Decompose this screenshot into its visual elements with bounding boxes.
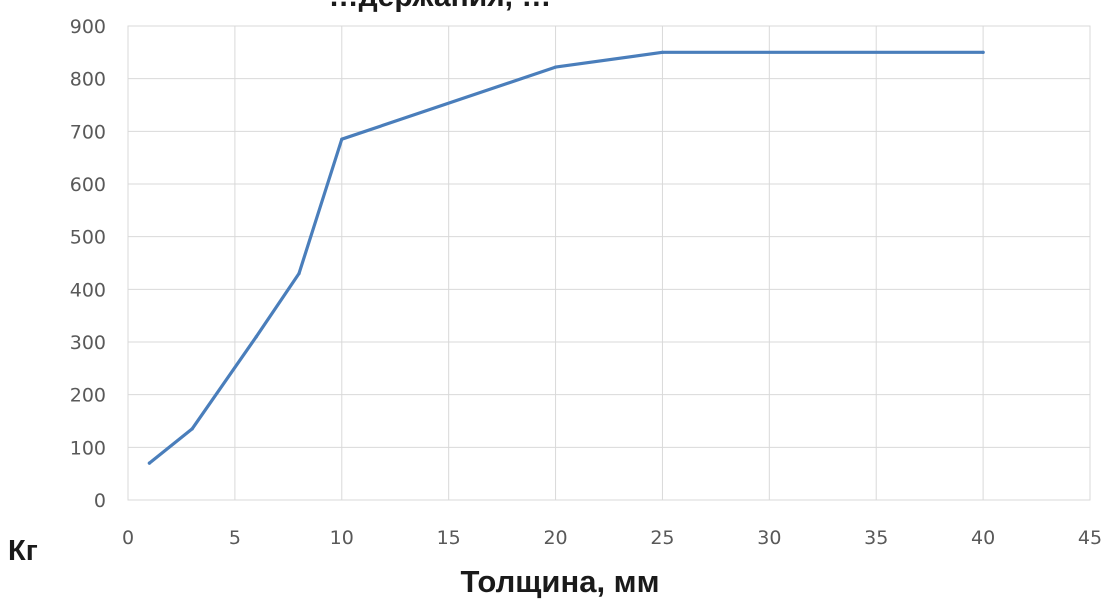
- x-tick-label: 10: [330, 527, 354, 549]
- y-tick-label: 900: [70, 16, 106, 38]
- x-tick-label: 45: [1078, 527, 1102, 549]
- y-axis-tick-labels: 0 100 200 300 400 500 600 700 800 900: [70, 16, 106, 512]
- chart-title: …держания, …: [329, 0, 552, 13]
- data-point: [660, 50, 665, 54]
- y-tick-label: 100: [70, 437, 106, 459]
- y-tick-label: 200: [70, 385, 106, 407]
- data-point: [553, 65, 558, 69]
- vertical-gridlines: [234, 26, 984, 500]
- data-point: [190, 427, 194, 431]
- x-tick-label: 5: [229, 527, 241, 549]
- x-axis-tick-labels: 0 5 10 15 20 25 30 35 40 45: [122, 527, 1102, 549]
- data-point: [340, 137, 344, 141]
- y-axis-label: Кг: [8, 535, 38, 567]
- y-tick-label: 0: [94, 490, 106, 512]
- y-tick-label: 400: [70, 279, 106, 301]
- data-point: [297, 271, 301, 276]
- x-tick-label: 30: [757, 527, 781, 549]
- y-tick-label: 600: [70, 174, 106, 196]
- x-tick-label: 35: [864, 527, 888, 549]
- y-tick-label: 700: [70, 121, 106, 143]
- x-tick-label: 25: [650, 527, 674, 549]
- plot-area: [127, 25, 1091, 501]
- x-tick-label: 0: [122, 527, 134, 549]
- x-tick-label: 20: [543, 527, 567, 549]
- y-tick-label: 800: [70, 69, 106, 91]
- data-point: [981, 50, 985, 54]
- data-point: [254, 335, 258, 339]
- series-layer: [147, 50, 985, 465]
- y-tick-label: 300: [70, 332, 106, 354]
- x-tick-label: 40: [971, 527, 995, 549]
- series-line-0: [147, 50, 985, 465]
- data-point: [147, 461, 151, 465]
- x-axis-label: Толщина, мм: [460, 564, 659, 599]
- y-tick-label: 500: [70, 227, 106, 249]
- x-tick-label: 15: [437, 527, 461, 549]
